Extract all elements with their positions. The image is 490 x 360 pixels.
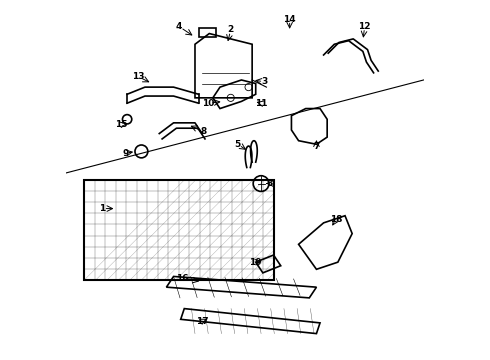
- Text: 13: 13: [132, 72, 144, 81]
- Text: 10: 10: [202, 99, 215, 108]
- Text: 8: 8: [201, 127, 207, 136]
- Text: 16: 16: [176, 274, 189, 283]
- Text: 5: 5: [235, 140, 241, 149]
- Bar: [84, 180, 273, 280]
- Text: 14: 14: [283, 15, 296, 24]
- Text: 18: 18: [330, 215, 343, 224]
- Bar: [84, 180, 273, 280]
- Text: 6: 6: [267, 179, 273, 188]
- Bar: [198, 28, 217, 37]
- Text: 11: 11: [255, 99, 268, 108]
- Text: 9: 9: [122, 149, 128, 158]
- Text: 15: 15: [116, 120, 128, 129]
- Text: 1: 1: [99, 204, 105, 213]
- Text: 4: 4: [176, 22, 182, 31]
- Text: 3: 3: [262, 77, 268, 86]
- Text: 2: 2: [227, 26, 234, 35]
- Text: 7: 7: [313, 141, 319, 150]
- Text: 17: 17: [196, 316, 208, 325]
- Text: 12: 12: [358, 22, 371, 31]
- Text: 19: 19: [249, 258, 262, 267]
